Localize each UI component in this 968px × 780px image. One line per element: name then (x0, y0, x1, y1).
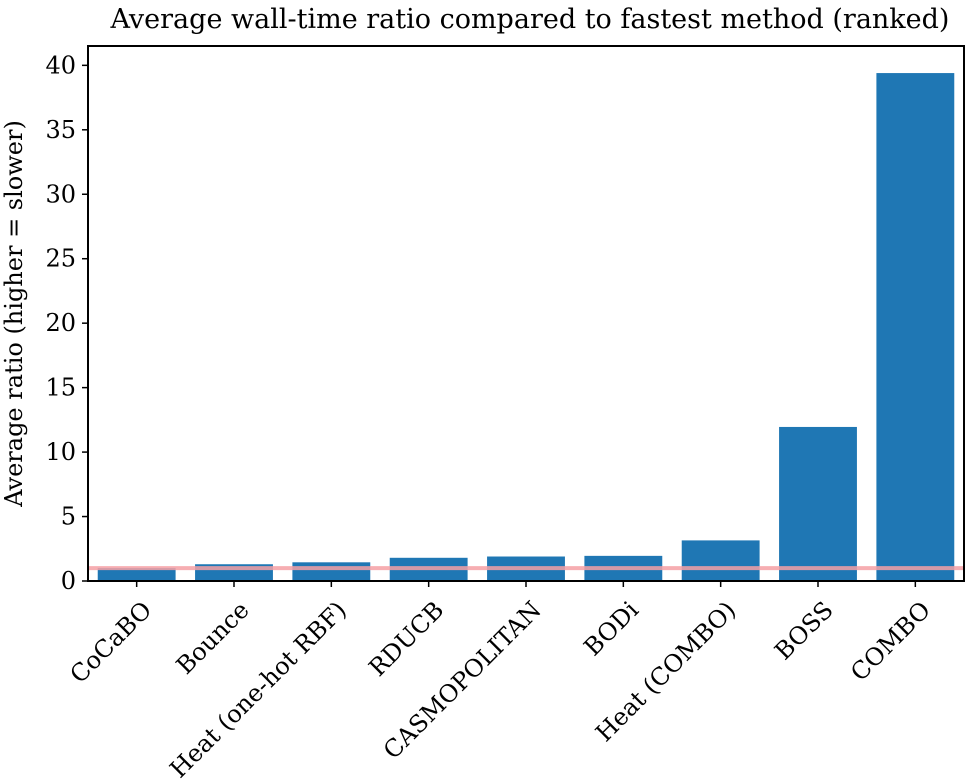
x-tick-label: BOSS (769, 596, 838, 665)
bar-9 (876, 73, 955, 581)
y-axis-label: Average ratio (higher = slower) (0, 120, 28, 508)
bars-group (97, 73, 955, 581)
x-tick-label: Bounce (171, 596, 255, 680)
x-tick-label: CoCaBO (65, 596, 158, 689)
y-ticks-group: 0 5 10 15 20 25 30 35 40 (45, 51, 88, 595)
y-tick-label: 20 (45, 309, 76, 337)
y-tick-label: 5 (61, 503, 76, 531)
bar-3 (292, 562, 371, 581)
y-tick-label: 25 (45, 245, 76, 273)
x-tick-label: Heat (one-hot RBF) (164, 596, 352, 780)
x-tick-label: COMBO (845, 596, 936, 687)
bar-8 (779, 426, 857, 581)
y-tick-label: 15 (45, 374, 76, 402)
y-tick-label: 30 (45, 180, 76, 208)
y-tick-label: 10 (45, 438, 76, 466)
x-tick-label: RDUCB (363, 596, 449, 682)
y-tick-label: 35 (45, 116, 76, 144)
y-tick-label: 0 (61, 567, 76, 595)
x-tick-label: BODi (578, 596, 644, 662)
plot-frame (87, 45, 965, 582)
chart-title: Average wall-time ratio compared to fast… (110, 4, 950, 35)
bar-7 (681, 540, 760, 581)
y-tick-label: 40 (45, 51, 76, 79)
bar-1 (97, 568, 176, 581)
